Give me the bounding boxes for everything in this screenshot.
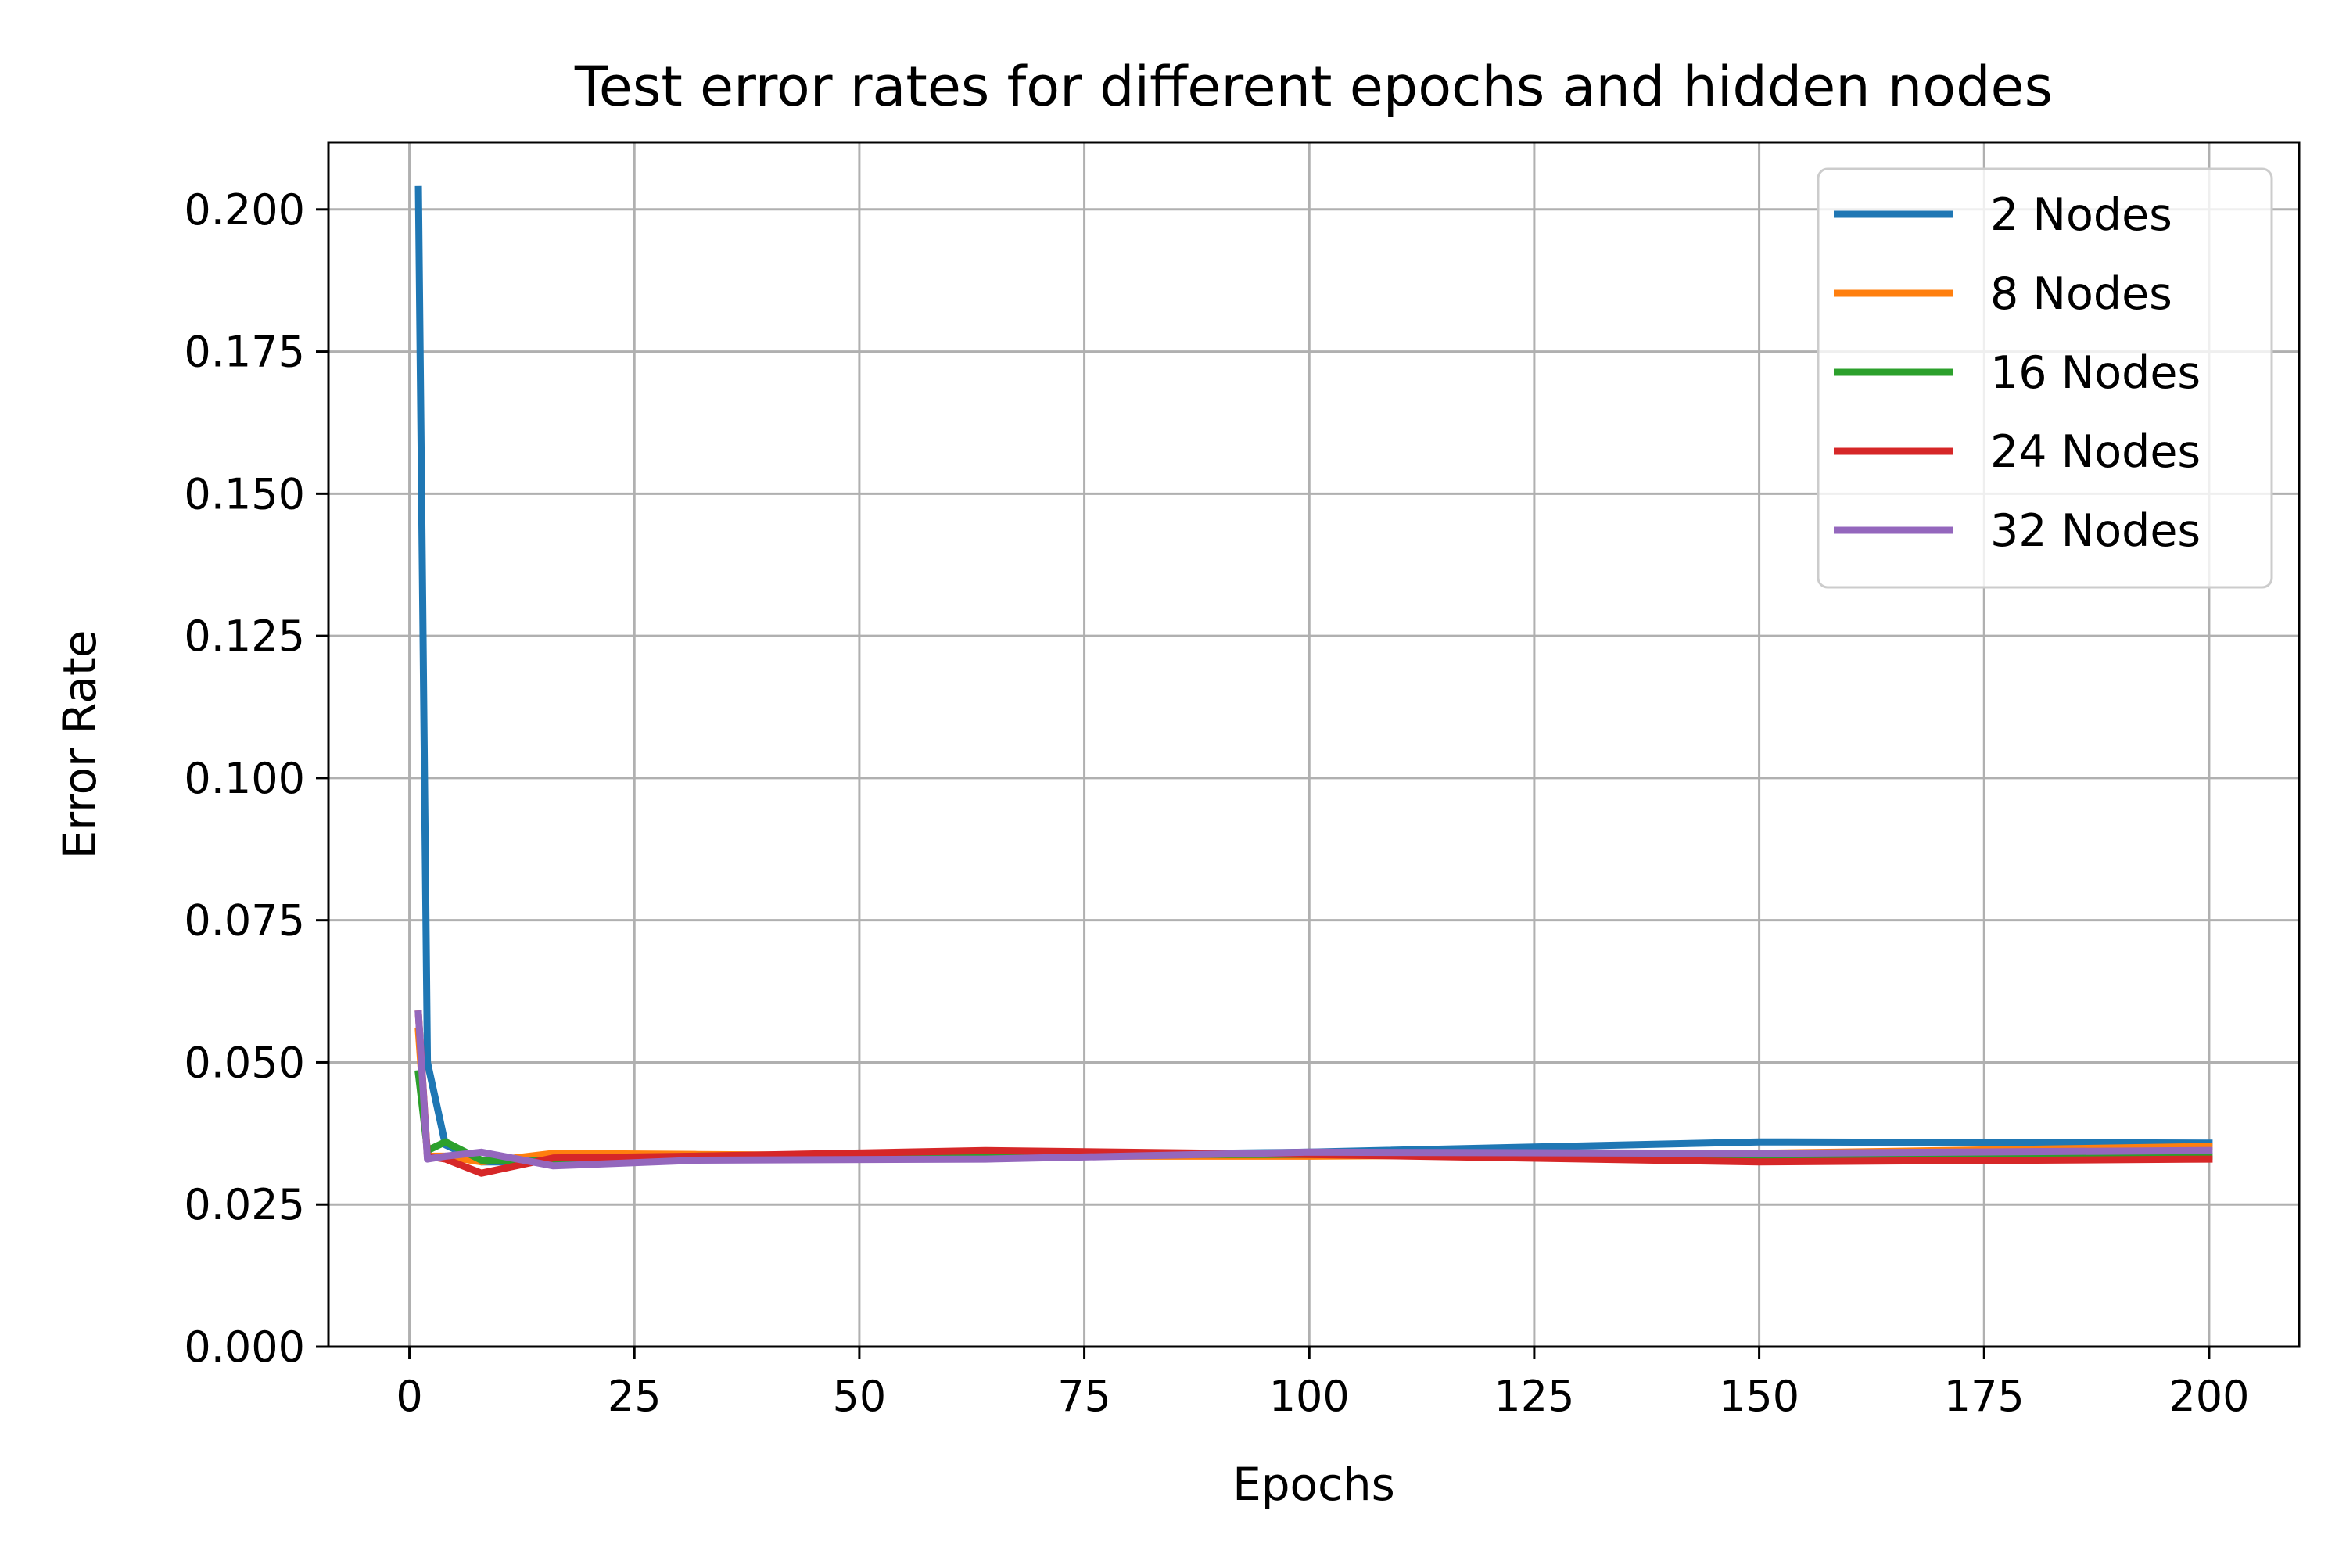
x-axis: 0 25 50 75 100 125 150 175 200	[396, 1347, 2249, 1421]
y-tick-label: 0.200	[184, 185, 305, 235]
chart-title: Test error rates for different epochs an…	[574, 55, 2053, 119]
y-axis: 0.000 0.025 0.050 0.075 0.100 0.125 0.150 0.175…	[184, 185, 328, 1372]
x-tick-label: 25	[608, 1372, 662, 1421]
legend-label-2-nodes: 2 Nodes	[1990, 189, 2172, 241]
y-tick-label: 0.075	[184, 896, 305, 945]
y-tick-label: 0.025	[184, 1180, 305, 1229]
y-tick-label: 0.050	[184, 1038, 305, 1087]
legend-label-24-nodes: 24 Nodes	[1990, 426, 2201, 478]
legend: 2 Nodes 8 Nodes 16 Nodes 24 Nodes 32 Nodes	[1817, 167, 2273, 589]
plot-area-frame	[327, 141, 2301, 1348]
y-tick-label: 0.000	[184, 1322, 305, 1372]
grid	[328, 142, 2299, 1348]
y-tick-label: 0.125	[184, 612, 305, 661]
x-tick-label: 175	[1944, 1372, 2025, 1421]
x-tick-label: 50	[833, 1372, 887, 1421]
series-line-32-nodes	[414, 1010, 2213, 1170]
y-axis-title: Error Rate	[53, 630, 106, 859]
x-tick-label: 75	[1057, 1372, 1111, 1421]
x-tick-label: 150	[1719, 1372, 1799, 1421]
series-lines	[414, 185, 2213, 1177]
x-axis-title: Epochs	[1232, 1458, 1395, 1511]
x-tick-label: 125	[1494, 1372, 1574, 1421]
legend-label-16-nodes: 16 Nodes	[1990, 347, 2201, 399]
x-tick-label: 100	[1269, 1372, 1350, 1421]
legend-label-32-nodes: 32 Nodes	[1990, 505, 2201, 557]
y-tick-label: 0.150	[184, 469, 305, 518]
legend-box	[1817, 167, 2273, 589]
y-tick-label: 0.175	[184, 328, 305, 377]
x-tick-label: 200	[2168, 1372, 2249, 1421]
legend-label-8-nodes: 8 Nodes	[1990, 268, 2172, 320]
x-tick-label: 0	[396, 1372, 422, 1421]
y-tick-label: 0.100	[184, 754, 305, 803]
